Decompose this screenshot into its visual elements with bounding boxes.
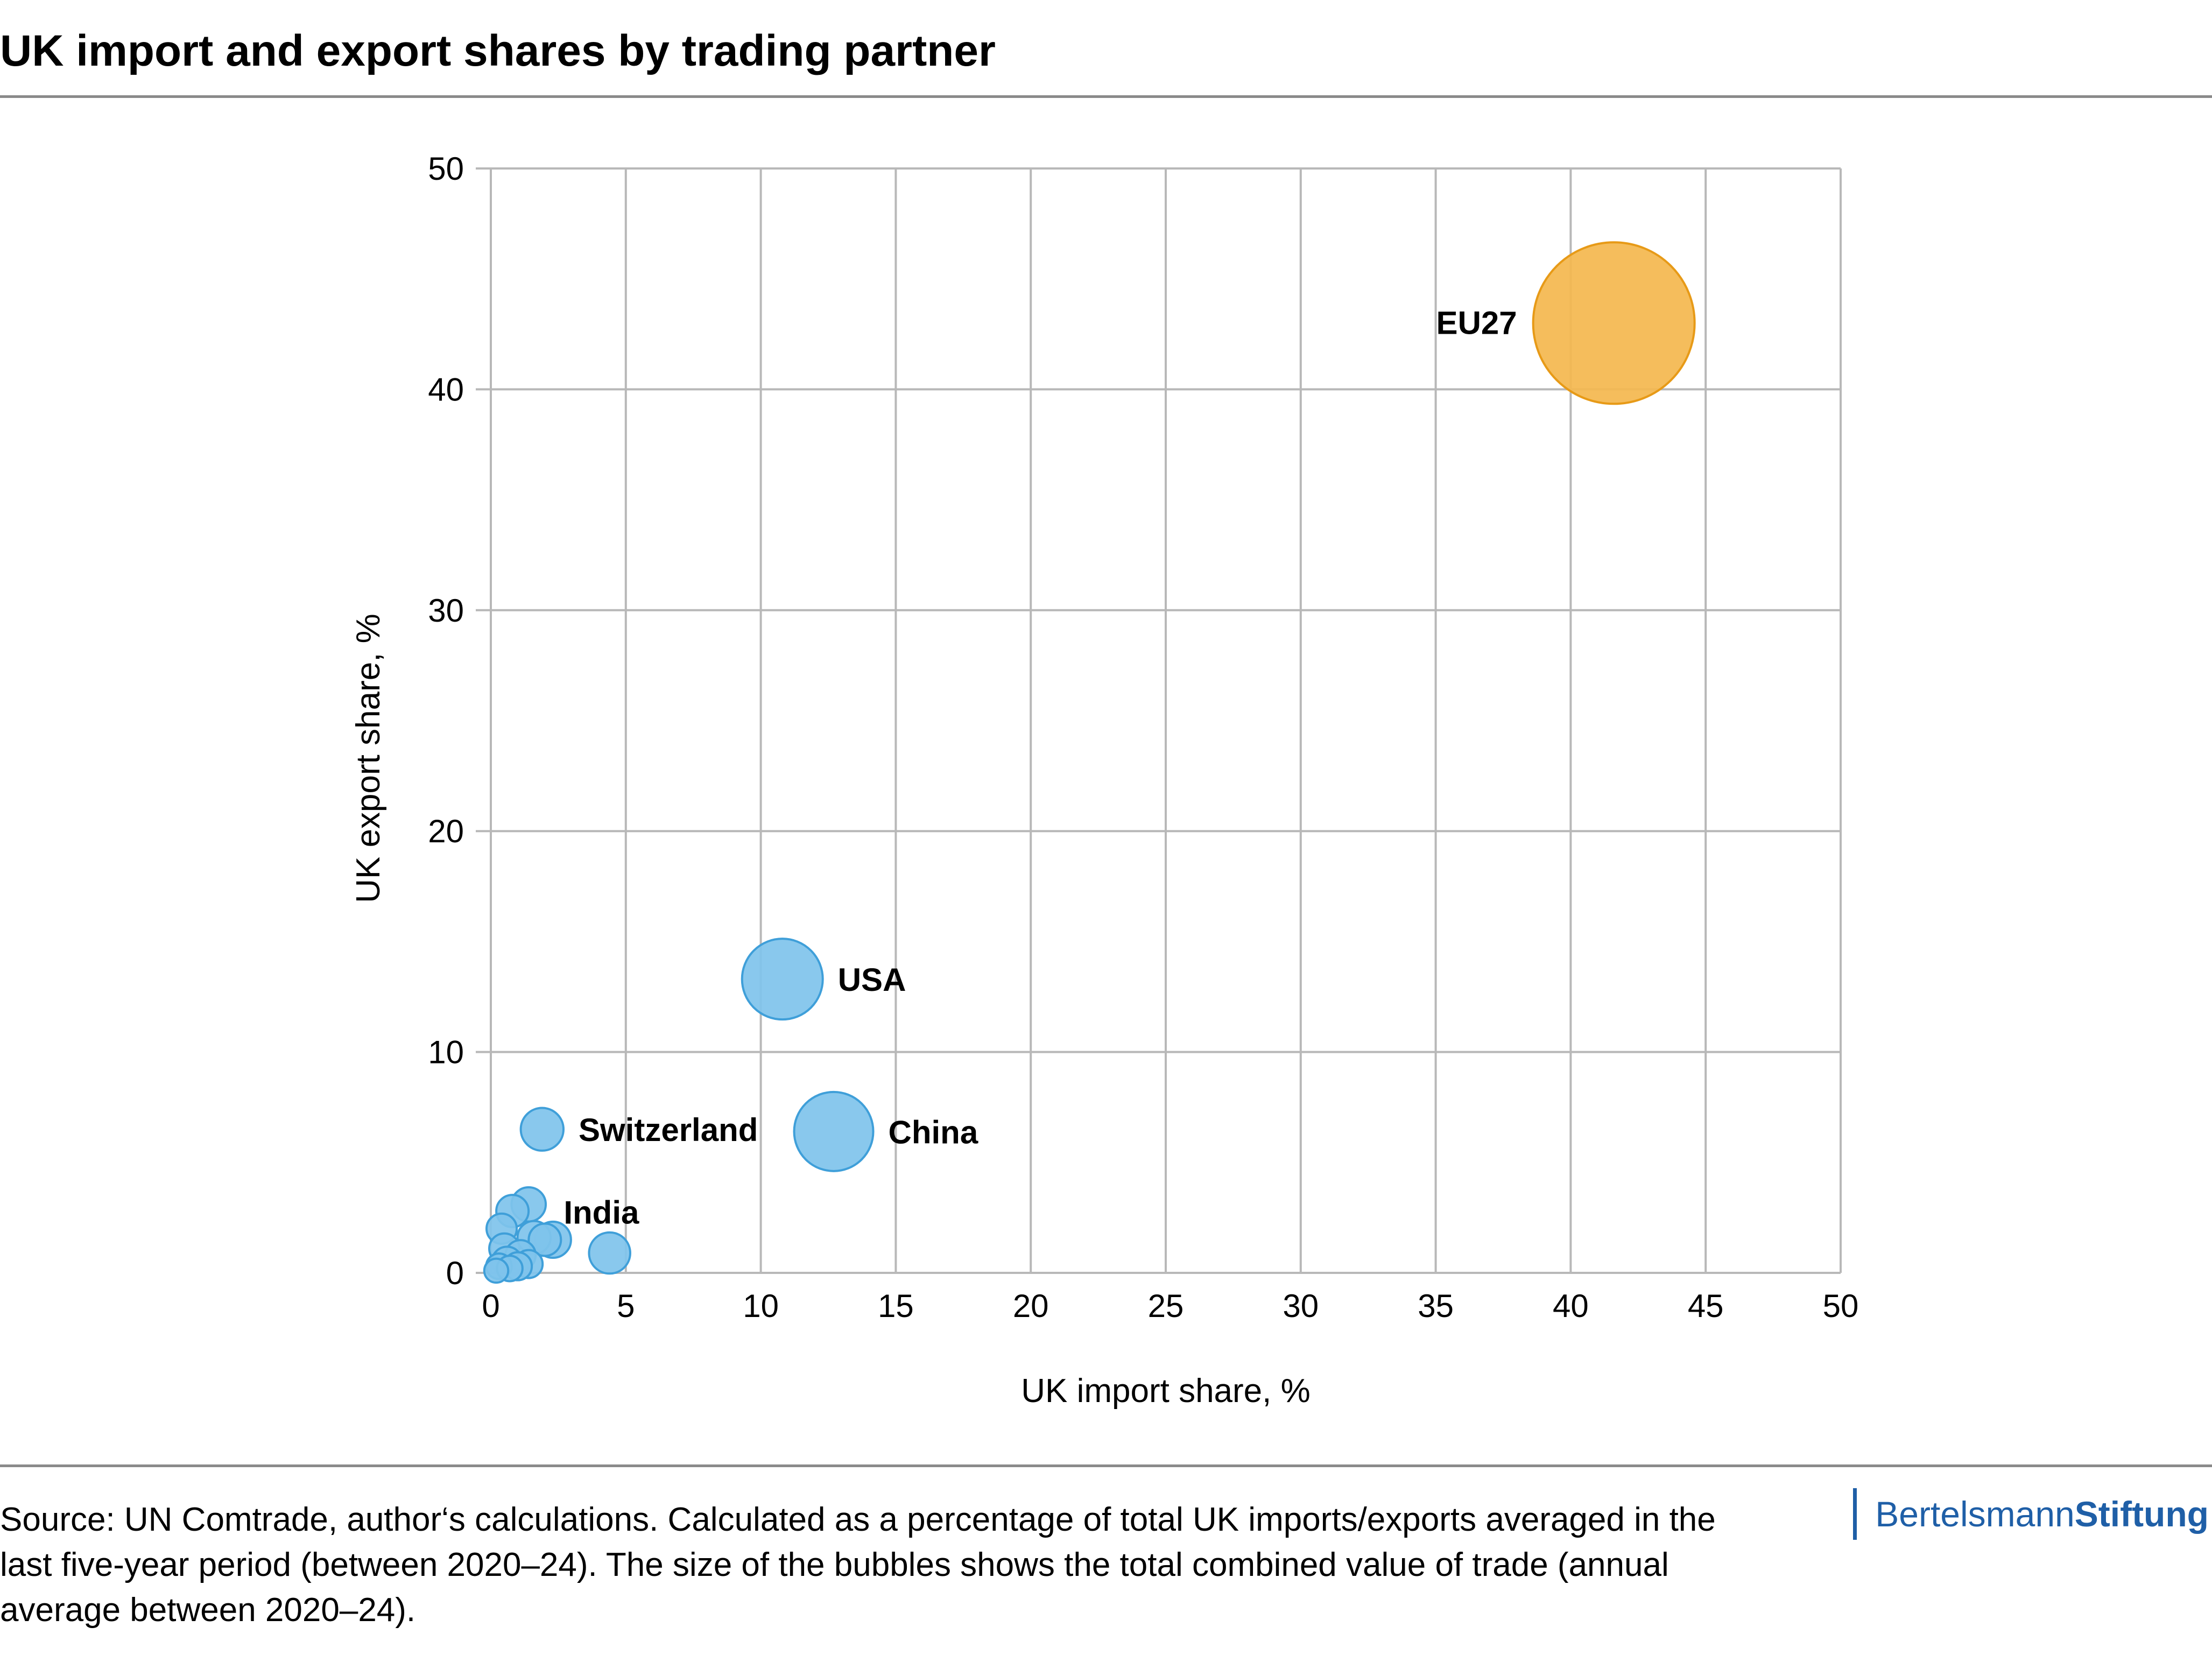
x-tick-label: 50 <box>1823 1288 1859 1324</box>
x-tick-label: 10 <box>743 1288 779 1324</box>
bubble <box>483 1257 510 1284</box>
brand-name-part1: Bertelsmann <box>1875 1494 2075 1534</box>
x-tick-label: 0 <box>482 1288 499 1324</box>
bubbles <box>483 241 1696 1284</box>
bubble-usa <box>741 938 824 1021</box>
y-tick-label: 10 <box>428 1034 464 1071</box>
y-tick-label: 30 <box>428 593 464 629</box>
bubble-label-india: India <box>563 1194 639 1230</box>
y-tick-label: 50 <box>428 151 464 187</box>
x-tick-label: 20 <box>1013 1288 1049 1324</box>
brand-logo: Bertelsmann Stiftung <box>1853 1488 2209 1540</box>
bubble-label-usa: USA <box>838 962 906 998</box>
x-tick-label: 5 <box>617 1288 635 1324</box>
y-tick-label: 40 <box>428 371 464 407</box>
y-axis-label: UK export share, % <box>350 614 387 903</box>
brand-name-part2: Stiftung <box>2074 1494 2209 1534</box>
bubble-label-eu27: EU27 <box>1436 305 1517 341</box>
x-tick-label: 35 <box>1418 1288 1454 1324</box>
y-tick-labels: 0 10 20 30 40 50 <box>428 151 464 1291</box>
y-tick-label: 20 <box>428 813 464 849</box>
x-axis-label: UK import share, % <box>1021 1372 1311 1410</box>
bubble-label-switzerland: Switzerland <box>579 1112 758 1148</box>
bubble-chart: 0 5 10 15 20 25 30 35 40 45 50 0 10 20 30 40 50 EU27 USA… <box>350 151 1858 1410</box>
bubble-label-china: China <box>889 1114 978 1150</box>
bubble-labels: EU27 USA China Switzerland India <box>563 305 1517 1230</box>
x-tick-label: 45 <box>1688 1288 1724 1324</box>
bubble-switzerland <box>519 1107 565 1152</box>
x-tick-label: 15 <box>878 1288 914 1324</box>
x-tick-labels: 0 5 10 15 20 25 30 35 40 45 50 <box>482 1288 1858 1324</box>
bubble-eu27 <box>1532 241 1696 405</box>
source-note: Source: UN Comtrade, author‘s calculatio… <box>0 1501 1716 1629</box>
bubble-china <box>793 1090 875 1172</box>
bubble <box>527 1222 562 1257</box>
x-tick-label: 25 <box>1148 1288 1184 1324</box>
y-tick-label: 0 <box>446 1255 464 1291</box>
x-tick-label: 30 <box>1283 1288 1319 1324</box>
x-tick-label: 40 <box>1553 1288 1589 1324</box>
top-divider <box>0 95 2212 98</box>
bottom-divider <box>0 1464 2212 1467</box>
bubble <box>588 1231 631 1275</box>
grid-lines <box>476 167 1842 1274</box>
chart-title: UK import and export shares by trading p… <box>0 26 996 75</box>
